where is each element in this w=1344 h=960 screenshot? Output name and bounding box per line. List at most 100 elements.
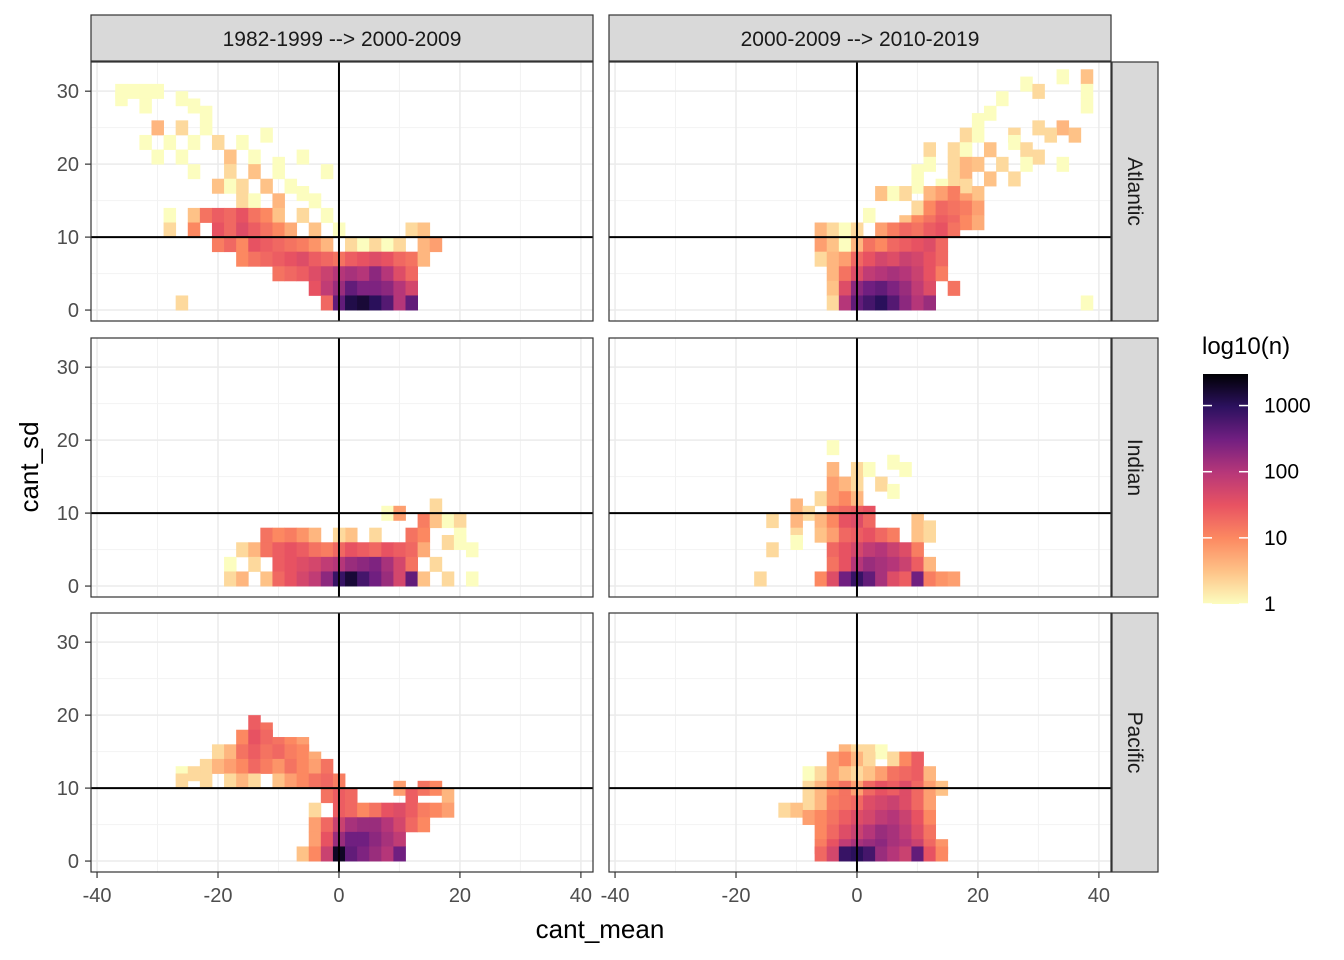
heatmap-cell bbox=[887, 824, 900, 840]
heatmap-cell bbox=[393, 802, 406, 818]
facet-panel bbox=[608, 337, 1112, 598]
heatmap-cell bbox=[357, 846, 370, 862]
heatmap-cell bbox=[935, 571, 949, 587]
heatmap-cell bbox=[369, 556, 382, 572]
heatmap-cell bbox=[899, 751, 912, 767]
heatmap-cell bbox=[248, 193, 261, 209]
legend-tick-label: 10 bbox=[1264, 527, 1287, 550]
heatmap-cell bbox=[260, 542, 273, 558]
heatmap-cell bbox=[320, 846, 334, 862]
heatmap-cell bbox=[345, 788, 358, 804]
heatmap-cell bbox=[381, 280, 394, 296]
heatmap-cell bbox=[429, 556, 443, 572]
heatmap-cell bbox=[345, 556, 358, 572]
heatmap-cell bbox=[357, 295, 370, 311]
heatmap-cell bbox=[417, 237, 431, 253]
heatmap-cell bbox=[369, 237, 382, 253]
heatmap-cell bbox=[959, 215, 973, 231]
heatmap-cell bbox=[260, 222, 273, 238]
heatmap-cell bbox=[369, 266, 382, 282]
heatmap-cell bbox=[417, 542, 431, 558]
heatmap-cell bbox=[357, 556, 370, 572]
heatmap-cell bbox=[899, 295, 912, 311]
heatmap-cell bbox=[899, 280, 912, 296]
heatmap-cell bbox=[826, 809, 840, 825]
heatmap-cell bbox=[838, 571, 852, 587]
heatmap-cell bbox=[345, 802, 358, 818]
heatmap-cell bbox=[417, 527, 431, 543]
heatmap-cell bbox=[405, 266, 419, 282]
heatmap-cell bbox=[127, 83, 140, 99]
heatmap-cell bbox=[838, 513, 852, 529]
heatmap-cell bbox=[393, 266, 406, 282]
heatmap-cell bbox=[272, 222, 285, 238]
heatmap-cell bbox=[284, 542, 298, 558]
heatmap-cell bbox=[826, 513, 840, 529]
heatmap-cell bbox=[863, 795, 876, 811]
heatmap-cell bbox=[345, 251, 358, 267]
heatmap-cell bbox=[381, 846, 394, 862]
heatmap-cell bbox=[151, 83, 164, 99]
heatmap-cell bbox=[405, 295, 419, 311]
x-tick-label: -40 bbox=[83, 885, 112, 907]
heatmap-cell bbox=[899, 251, 912, 267]
heatmap-cell bbox=[923, 295, 937, 311]
heatmap-cell bbox=[381, 237, 394, 253]
heatmap-cell bbox=[369, 295, 382, 311]
heatmap-cell bbox=[199, 120, 213, 136]
heatmap-cell bbox=[248, 149, 261, 165]
heatmap-cell bbox=[899, 237, 912, 253]
heatmap-cell bbox=[381, 802, 394, 818]
heatmap-cell bbox=[838, 846, 852, 862]
heatmap-cell bbox=[935, 237, 949, 253]
heatmap-cell bbox=[1056, 156, 1070, 172]
heatmap-cell bbox=[923, 266, 937, 282]
heatmap-cell bbox=[429, 802, 443, 818]
heatmap-cell bbox=[272, 758, 285, 774]
heatmap-cell bbox=[959, 127, 973, 143]
legend-tick-label: 1000 bbox=[1264, 395, 1311, 418]
heatmap-cell bbox=[814, 527, 828, 543]
heatmap-cell bbox=[224, 164, 237, 180]
heatmap-cell bbox=[887, 266, 900, 282]
heatmap-cell bbox=[1020, 76, 1033, 92]
heatmap-cell bbox=[947, 280, 961, 296]
heatmap-cell bbox=[838, 809, 852, 825]
heatmap-cell bbox=[838, 266, 852, 282]
heatmap-cell bbox=[923, 571, 937, 587]
heatmap-cell bbox=[187, 222, 201, 238]
heatmap-cell bbox=[308, 802, 322, 818]
facet-panel bbox=[608, 612, 1112, 873]
heatmap-cell bbox=[284, 773, 298, 789]
heatmap-cell bbox=[971, 113, 985, 129]
heatmap-cell bbox=[187, 98, 201, 114]
heatmap-cell bbox=[875, 527, 888, 543]
heatmap-cell bbox=[260, 571, 273, 587]
heatmap-cell bbox=[248, 542, 261, 558]
heatmap-cell bbox=[296, 186, 310, 202]
heatmap-cell bbox=[308, 266, 322, 282]
heatmap-cell bbox=[875, 251, 888, 267]
heatmap-cell bbox=[838, 295, 852, 311]
heatmap-cell bbox=[887, 795, 900, 811]
heatmap-cell bbox=[393, 831, 406, 847]
heatmap-cell bbox=[899, 795, 912, 811]
legend-ticks: 1 10 100 1000 bbox=[1203, 395, 1311, 616]
heatmap-cell bbox=[983, 142, 997, 158]
heatmap-cell bbox=[911, 809, 924, 825]
heatmap-cell bbox=[175, 773, 189, 789]
heatmap-cell bbox=[393, 237, 406, 253]
heatmap-cell bbox=[875, 571, 888, 587]
heatmap-cell bbox=[899, 542, 912, 558]
heatmap-cell bbox=[224, 571, 237, 587]
heatmap-cell bbox=[405, 817, 419, 833]
heatmap-cell bbox=[357, 817, 370, 833]
heatmap-cell bbox=[971, 215, 985, 231]
heatmap-cell bbox=[405, 542, 419, 558]
x-tick-label: 20 bbox=[449, 885, 471, 907]
heatmap-cell bbox=[296, 571, 310, 587]
heatmap-cell bbox=[971, 200, 985, 216]
heatmap-cell bbox=[911, 295, 924, 311]
heatmap-cell bbox=[911, 751, 924, 767]
heatmap-cell bbox=[887, 454, 900, 470]
